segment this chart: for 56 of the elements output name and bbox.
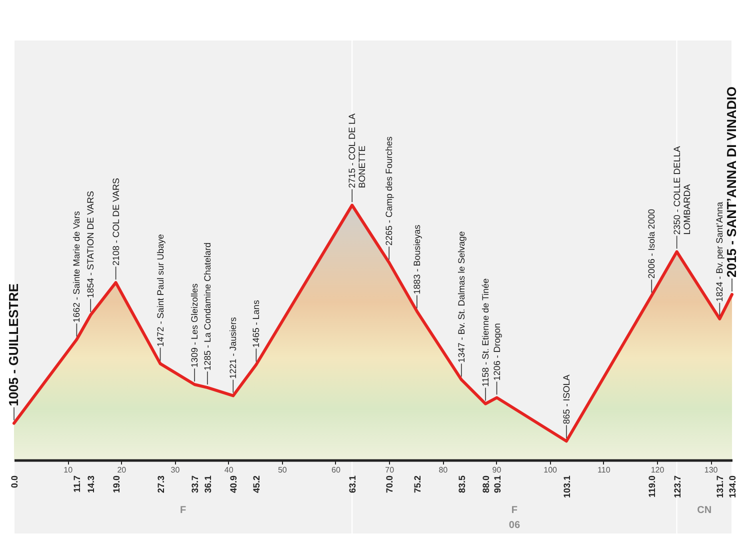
x2-tick-label: 19.0 bbox=[111, 476, 122, 494]
x2-tick-label: 0.0 bbox=[10, 476, 20, 488]
x2-tick-label: 27.3 bbox=[156, 476, 166, 494]
x-tick-label: 110 bbox=[598, 466, 611, 474]
x2-tick-label: 11.7 bbox=[72, 476, 82, 493]
x2-tick-label: 40.9 bbox=[228, 476, 239, 494]
data-label: 2715 - COL DE LA BONETTE bbox=[347, 113, 368, 188]
x2-tick-label: 36.1 bbox=[202, 476, 213, 494]
x2-tick-label: 14.3 bbox=[86, 476, 96, 494]
data-label: 1662 - Sainte Marie de Vars bbox=[72, 210, 82, 322]
x-tick-label: 100 bbox=[544, 466, 558, 474]
x-tick-label: 80 bbox=[438, 466, 448, 474]
x2-tick-label: 75.2 bbox=[412, 476, 422, 494]
x-tick-label: 70 bbox=[385, 466, 395, 474]
band-label: F bbox=[180, 505, 186, 516]
data-label: 1221 - Jausiers bbox=[228, 316, 238, 379]
data-label: 865 - ISOLA bbox=[561, 374, 572, 424]
data-label: 1005 - GUILLESTRE bbox=[6, 283, 21, 406]
band-label: F 06 bbox=[508, 505, 520, 531]
x2-tick-label: 90.1 bbox=[492, 476, 502, 494]
x-tick-label: 10 bbox=[64, 466, 74, 474]
data-label: 1883 - Bousieyas bbox=[412, 224, 422, 294]
data-label: 2015 - SANT’ANNA DI VINADIO bbox=[724, 86, 739, 278]
data-label: 1472 - Saint Paul sur Ubaye bbox=[155, 234, 166, 347]
data-label: 2006 - Isola 2000 bbox=[646, 209, 657, 279]
x-tick-label: 20 bbox=[117, 466, 127, 474]
x2-tick-label: 123.7 bbox=[672, 476, 682, 498]
x-tick-label: 120 bbox=[650, 466, 665, 474]
x-tick-label: 60 bbox=[332, 466, 341, 474]
x2-tick-label: 33.7 bbox=[190, 476, 200, 494]
band-label: CN bbox=[697, 505, 712, 516]
x-tick-label: 130 bbox=[704, 466, 718, 474]
x-tick-label: 50 bbox=[278, 466, 288, 474]
x-tick-label: 90 bbox=[492, 466, 502, 474]
x2-tick-label: 134.0 bbox=[728, 476, 738, 498]
data-label: 1347 - Bv. St. Dalmas le Selvage bbox=[456, 231, 466, 363]
x2-tick-label: 70.0 bbox=[384, 476, 395, 494]
x2-tick-label: 103.1 bbox=[562, 476, 572, 498]
data-label: 2108 - COL DE VARS bbox=[110, 178, 121, 266]
data-label: 2265 - Camp des Fourches bbox=[384, 136, 394, 246]
data-label: 2350 - COLLE DELLA LOMBARDA bbox=[672, 146, 692, 235]
data-label: 1854 - STATION DE VARS bbox=[86, 190, 96, 298]
x2-tick-label: 45.2 bbox=[252, 476, 262, 494]
data-label: 1309 - Les Gleizolles bbox=[190, 282, 200, 368]
x-tick-label: 30 bbox=[170, 466, 180, 474]
data-label: 1285 - La Condamine Chatelard bbox=[202, 242, 212, 371]
x-tick-label: 40 bbox=[224, 466, 234, 474]
x2-tick-label: 131.7 bbox=[715, 476, 726, 498]
x2-tick-label: 88.0 bbox=[481, 476, 492, 494]
x2-tick-label: 119.0 bbox=[647, 476, 658, 498]
x2-tick-label: 63.1 bbox=[348, 476, 358, 494]
data-label: 1206 - Drogon bbox=[492, 323, 502, 381]
data-label: 1465 - Lans bbox=[251, 300, 262, 348]
data-label: 1824 - Bv. per Sant’Anna bbox=[714, 202, 725, 302]
data-label: 1158 - St. Etienne de Tinée bbox=[480, 278, 491, 387]
x2-tick-label: 83.5 bbox=[456, 476, 467, 494]
